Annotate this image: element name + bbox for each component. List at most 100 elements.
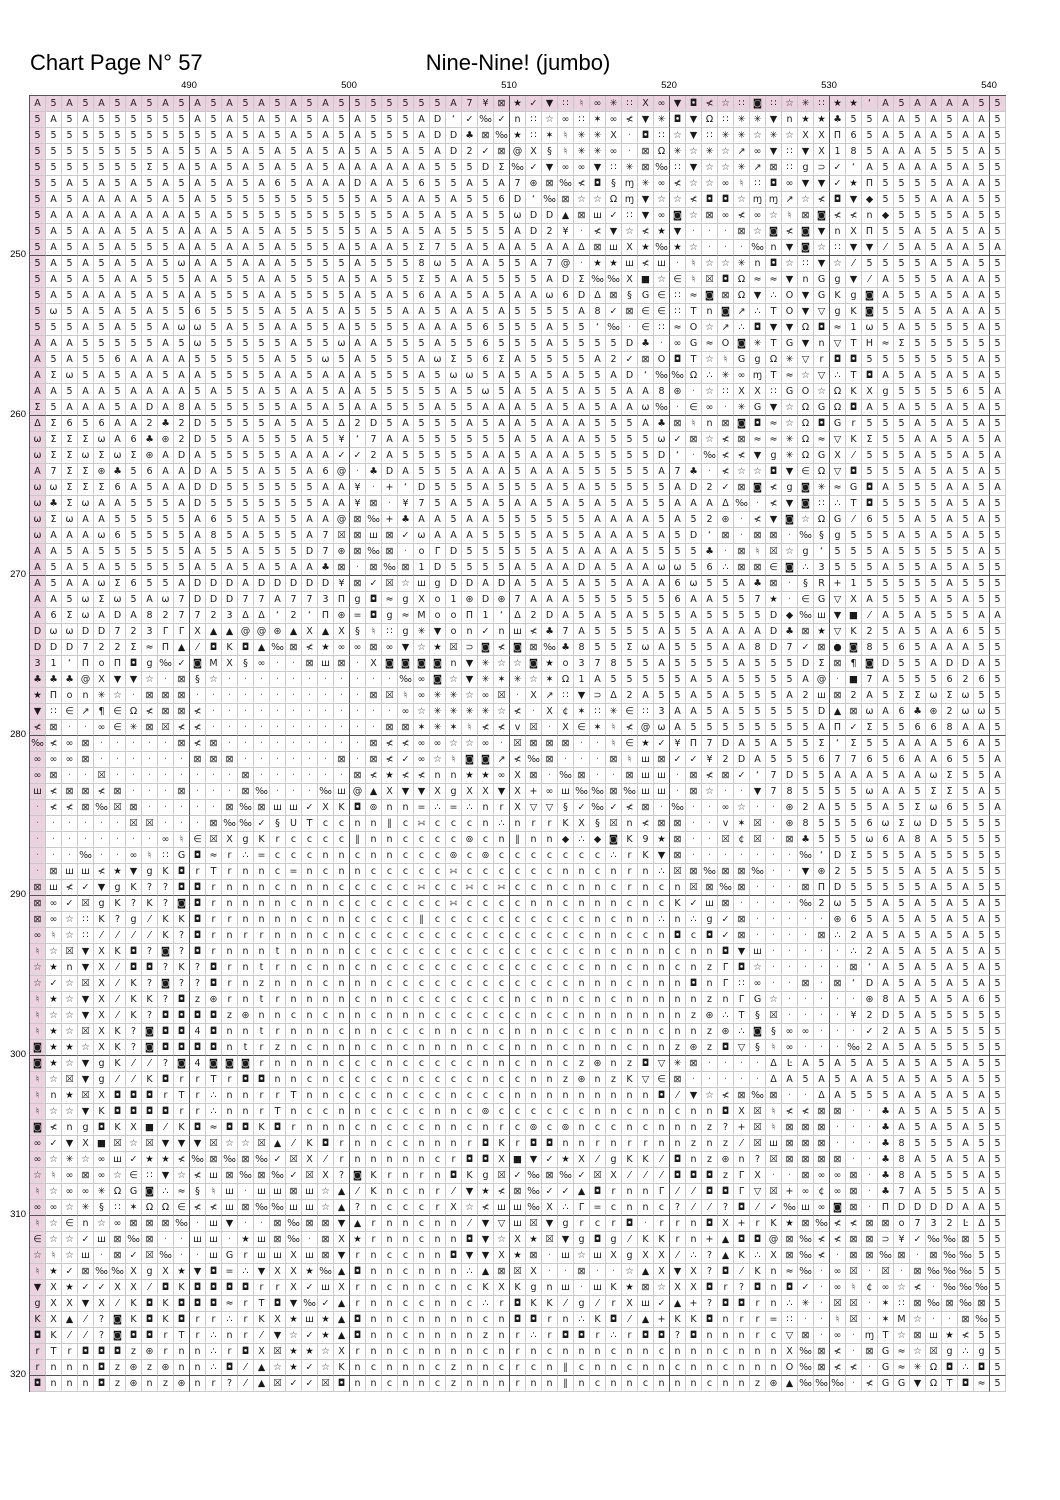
grid-cell: ·: [158, 752, 174, 768]
grid-cell: ·: [718, 224, 734, 240]
grid-cell: 5: [878, 1088, 894, 1104]
grid-cell: ?: [126, 1040, 142, 1056]
grid-cell: c: [398, 1120, 414, 1136]
grid-cell: 3: [814, 560, 830, 576]
grid-cell: A: [270, 592, 286, 608]
grid-cell: r: [574, 1216, 590, 1232]
grid-cell: n: [446, 1312, 462, 1328]
grid-cell: n: [366, 1024, 382, 1040]
grid-cell: ▼: [78, 1008, 94, 1024]
grid-cell: A: [622, 384, 638, 400]
grid-cell: ♮: [766, 1104, 782, 1120]
grid-cell: ≮: [782, 1104, 798, 1120]
grid-cell: ▼: [798, 176, 814, 192]
grid-cell: 5: [590, 432, 606, 448]
grid-cell: r: [446, 1152, 462, 1168]
grid-cell: c: [398, 1040, 414, 1056]
grid-cell: A: [958, 272, 974, 288]
grid-cell: ⁄: [670, 1088, 686, 1104]
grid-cell: 5: [670, 656, 686, 672]
grid-cell: ·: [590, 768, 606, 784]
grid-cell: 5: [126, 560, 142, 576]
grid-cell: A: [958, 880, 974, 896]
grid-cell: ?: [174, 976, 190, 992]
grid-cell: ‘: [862, 96, 878, 112]
grid-cell: ω: [110, 448, 126, 464]
grid-cell: ⊠: [366, 496, 382, 512]
grid-cell: ◘: [638, 128, 654, 144]
grid-cell: ¥: [558, 224, 574, 240]
grid-cell: ·: [814, 1264, 830, 1280]
grid-cell: 5: [974, 816, 990, 832]
grid-cell: r: [254, 1040, 270, 1056]
grid-cell: Σ: [110, 576, 126, 592]
grid-cell: ◘: [142, 1104, 158, 1120]
grid-cell: ·: [350, 688, 366, 704]
grid-cell: ▼: [798, 864, 814, 880]
grid-cell: 5: [382, 368, 398, 384]
grid-cell: n: [446, 656, 462, 672]
grid-cell: 5: [78, 96, 94, 112]
grid-cell: ‘: [526, 192, 542, 208]
grid-cell: ⊠: [46, 720, 62, 736]
grid-cell: 5: [734, 704, 750, 720]
grid-cell: ∷: [142, 1168, 158, 1184]
grid-cell: ш: [302, 1248, 318, 1264]
grid-cell: c: [590, 1120, 606, 1136]
grid-cell: ·: [158, 736, 174, 752]
grid-cell: T: [942, 1376, 958, 1392]
grid-cell: 5: [990, 192, 1006, 208]
grid-cell: ▲: [558, 208, 574, 224]
grid-cell: ♮: [686, 256, 702, 272]
grid-cell: ш: [334, 784, 350, 800]
grid-cell: n: [78, 1376, 94, 1392]
grid-cell: ≮: [494, 640, 510, 656]
grid-cell: A: [270, 144, 286, 160]
grid-cell: A: [286, 128, 302, 144]
grid-cell: 9: [638, 832, 654, 848]
grid-cell: ✳: [734, 160, 750, 176]
grid-cell: ⊛: [718, 1024, 734, 1040]
grid-cell: n: [590, 960, 606, 976]
grid-cell: ∴: [222, 1312, 238, 1328]
grid-cell: A: [46, 544, 62, 560]
grid-cell: ·: [286, 672, 302, 688]
grid-cell: ⁄: [878, 240, 894, 256]
grid-cell: ☒: [382, 576, 398, 592]
grid-cell: ·: [670, 784, 686, 800]
grid-cell: 6: [206, 512, 222, 528]
grid-cell: ▼: [30, 704, 46, 720]
grid-cell: ·: [718, 240, 734, 256]
grid-cell: ◘: [542, 1136, 558, 1152]
grid-cell: ◘: [270, 1296, 286, 1312]
grid-cell: 7: [110, 624, 126, 640]
grid-cell: ▼: [750, 288, 766, 304]
grid-cell: n: [462, 1360, 478, 1376]
grid-cell: ⁄: [286, 1136, 302, 1152]
grid-cell: ☆: [750, 464, 766, 480]
grid-cell: ◘: [110, 1344, 126, 1360]
grid-cell: ·: [542, 720, 558, 736]
grid-cell: ★: [654, 224, 670, 240]
grid-cell: 5: [350, 224, 366, 240]
grid-cell: 5: [958, 848, 974, 864]
grid-cell: ∴: [798, 560, 814, 576]
grid-cell: Σ: [926, 784, 942, 800]
grid-cell: ·: [30, 864, 46, 880]
grid-cell: 5: [46, 576, 62, 592]
grid-cell: n: [62, 960, 78, 976]
grid-cell: 5: [158, 288, 174, 304]
grid-cell: T: [206, 864, 222, 880]
grid-cell: G: [750, 992, 766, 1008]
grid-cell: ·: [830, 944, 846, 960]
grid-cell: n: [382, 1328, 398, 1344]
grid-cell: n: [590, 992, 606, 1008]
grid-cell: A: [894, 1072, 910, 1088]
grid-cell: ☒: [494, 1168, 510, 1184]
grid-cell: ↗: [78, 704, 94, 720]
grid-cell: c: [446, 912, 462, 928]
grid-cell: r: [190, 864, 206, 880]
grid-cell: ∴: [558, 1200, 574, 1216]
grid-cell: ♣: [158, 416, 174, 432]
grid-cell: K: [174, 960, 190, 976]
